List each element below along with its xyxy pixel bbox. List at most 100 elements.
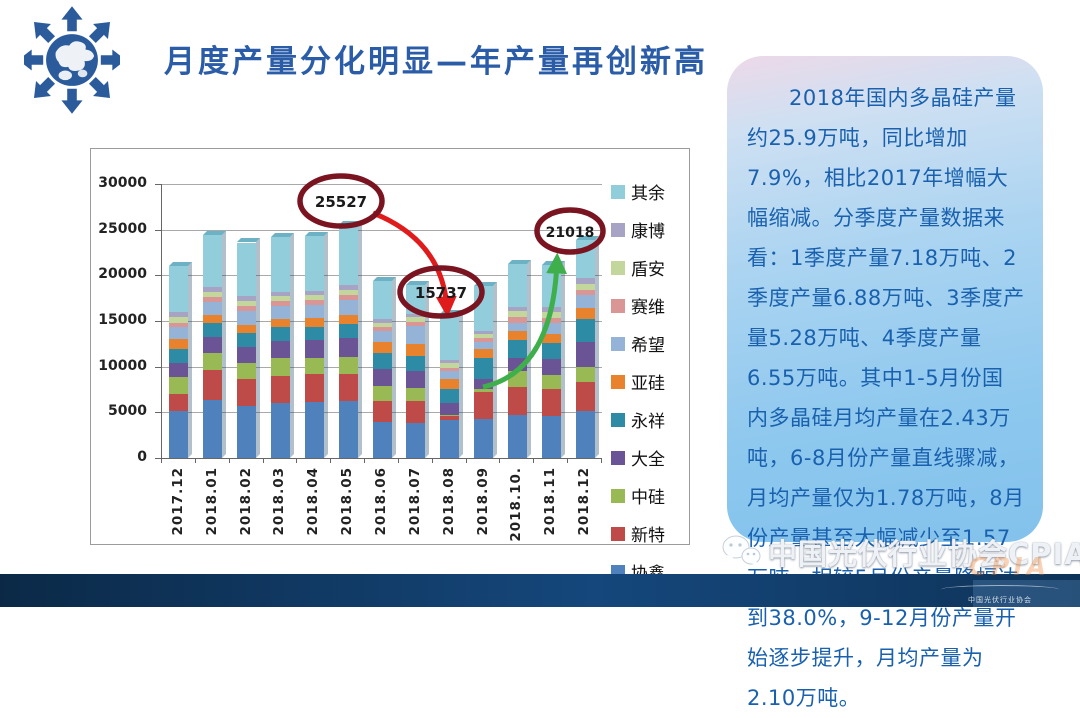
bar-side-face	[425, 281, 430, 458]
legend-label: 盾安	[631, 260, 665, 280]
page-title: 月度产量分化明显—年产量再创新高	[164, 44, 708, 80]
bar-stack-2018.03	[270, 232, 294, 458]
bar-segment-协鑫	[507, 415, 527, 458]
bar-segment-新特	[237, 379, 257, 406]
bar-segment-盾安	[237, 300, 257, 307]
bar-segment-其余	[304, 236, 324, 291]
bar-stack-2017.12	[169, 262, 193, 458]
bar-stack-2018.08	[440, 310, 464, 458]
legend-item: 赛维	[611, 293, 689, 318]
bar-segment-大全	[440, 403, 460, 416]
legend-swatch-康博	[611, 222, 625, 237]
bar-segment-中硅	[237, 363, 257, 380]
legend-item: 新特	[611, 521, 689, 546]
x-tick-label: 2018.12	[576, 467, 593, 536]
x-tick-label: 2018.03	[271, 467, 288, 536]
legend-swatch-永祥	[611, 412, 625, 427]
bar-segment-永祥	[507, 340, 527, 358]
bar-segment-赛维	[304, 300, 324, 305]
bar-segment-大全	[203, 336, 223, 353]
globe-arrows-icon	[24, 6, 120, 114]
bar-segment-亚硅	[541, 333, 561, 343]
y-tick-mark	[155, 229, 161, 231]
bar-segment-康博	[169, 311, 189, 317]
bar-segment-永祥	[169, 349, 189, 364]
bar-segment-其余	[406, 285, 426, 314]
x-tick-label: 2018.02	[237, 467, 254, 536]
y-tick-label: 10000	[98, 357, 147, 374]
bar-segment-希望	[507, 322, 527, 332]
bar-stack-2018.07	[406, 281, 430, 458]
bar-segment-永祥	[575, 319, 595, 343]
legend-item: 永祥	[611, 407, 689, 432]
x-axis: 2017.12 2018.01 2018.02 2018.03 2018.04 2018.…	[161, 459, 602, 543]
bar-segment-永祥	[372, 353, 392, 369]
bar-segment-大全	[169, 363, 189, 377]
bar-segment-协鑫	[541, 416, 561, 458]
bar-segment-新特	[338, 373, 358, 402]
wechat-icon	[722, 535, 761, 567]
bar-segment-亚硅	[372, 342, 392, 354]
bar-side-face	[256, 238, 261, 458]
x-tick-mark	[431, 459, 433, 463]
bar-segment-亚硅	[338, 314, 358, 324]
bar-segment-希望	[406, 325, 426, 344]
bar-segment-协鑫	[474, 418, 494, 458]
bar-segment-希望	[541, 322, 561, 334]
bar-side-face	[357, 220, 362, 458]
bar-segment-中硅	[507, 371, 527, 387]
legend-label: 其余	[631, 184, 665, 204]
y-tick-label: 0	[137, 449, 147, 465]
x-tick-mark	[533, 459, 535, 463]
bar-segment-赛维	[203, 297, 223, 302]
bar-segment-协鑫	[575, 410, 595, 458]
bar-segment-其余	[541, 265, 561, 308]
legend-label: 新特	[631, 526, 665, 546]
bar-segment-中硅	[169, 376, 189, 395]
bar-segment-其余	[440, 314, 460, 361]
legend-swatch-大全	[611, 450, 625, 465]
bar-segment-康博	[338, 285, 358, 290]
legend-label: 大全	[631, 450, 665, 470]
legend-label: 亚硅	[631, 374, 665, 394]
x-tick-mark	[262, 459, 264, 463]
bar-segment-希望	[474, 342, 494, 350]
bar-segment-中硅	[304, 357, 324, 374]
bar-segment-康博	[237, 296, 257, 301]
bar-segment-盾安	[169, 316, 189, 323]
y-tick-mark	[155, 366, 161, 368]
bar-segment-协鑫	[304, 402, 324, 458]
bar-segment-亚硅	[304, 318, 324, 327]
bar-segment-新特	[575, 382, 595, 411]
bar-segment-其余	[338, 224, 358, 286]
bar-segment-盾安	[406, 317, 426, 322]
bar-segment-新特	[507, 386, 527, 416]
bar-segment-大全	[270, 341, 290, 359]
bar-segment-希望	[372, 331, 392, 343]
bar-segment-其余	[507, 264, 527, 308]
bar-segment-大全	[304, 340, 324, 358]
cpia-logo-arc	[941, 585, 1059, 594]
bar-segment-亚硅	[169, 339, 189, 350]
y-axis: 0 5000 10000 15000 20000 25000 30000	[91, 149, 153, 544]
x-tick-mark	[397, 459, 399, 463]
x-tick-label: 2018.11	[542, 467, 559, 536]
bar-segment-协鑫	[270, 403, 290, 458]
bar-segment-其余	[237, 242, 257, 297]
x-tick-mark	[330, 459, 332, 463]
bar-segment-亚硅	[440, 378, 460, 389]
bar-segment-中硅	[406, 387, 426, 402]
bar-segment-新特	[304, 373, 324, 403]
bar-segment-永祥	[440, 388, 460, 404]
bar-segment-希望	[203, 301, 223, 315]
bar-side-face	[289, 232, 294, 458]
bar-segment-亚硅	[237, 324, 257, 333]
bar-segment-永祥	[541, 342, 561, 360]
bar-segment-新特	[440, 416, 460, 420]
bar-segment-康博	[270, 291, 290, 296]
bar-segment-赛维	[169, 322, 189, 328]
bar-side-face	[594, 235, 599, 458]
legend-swatch-新特	[611, 526, 625, 541]
watermark: 中国光伏行业协会CPIA	[720, 531, 1080, 573]
bar-segment-其余	[575, 239, 595, 279]
